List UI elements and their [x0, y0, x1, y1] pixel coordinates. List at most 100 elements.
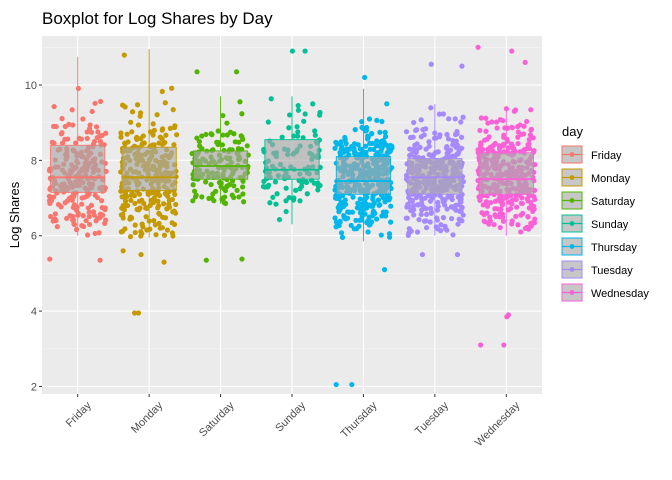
- data-point: [69, 197, 75, 203]
- data-point: [408, 208, 414, 214]
- data-point: [240, 178, 246, 184]
- data-point: [163, 191, 169, 198]
- data-point: [414, 229, 421, 235]
- x-axis: Friday Monday Saturday Sunday Thursday Tuesda…: [64, 394, 523, 449]
- legend-key-point: [569, 267, 575, 272]
- data-point: [440, 111, 446, 117]
- data-point: [363, 143, 369, 149]
- data-point: [445, 194, 451, 200]
- outlier-point: [333, 381, 339, 388]
- data-point: [339, 234, 346, 240]
- data-point: [379, 145, 385, 151]
- data-point: [374, 117, 380, 123]
- data-point: [454, 131, 460, 137]
- box-friday: [50, 56, 106, 236]
- data-point: [484, 210, 490, 216]
- data-point: [459, 145, 465, 151]
- outlier-point: [289, 48, 296, 54]
- data-point: [359, 119, 365, 125]
- data-point: [506, 199, 512, 205]
- y-tick-label: 8: [31, 155, 37, 167]
- data-point: [333, 139, 339, 145]
- data-point: [388, 203, 394, 209]
- data-point: [224, 183, 230, 190]
- data-point: [370, 208, 377, 214]
- data-point: [97, 211, 103, 217]
- data-point: [131, 193, 138, 199]
- data-point: [160, 140, 167, 146]
- data-point: [375, 150, 381, 156]
- data-point: [54, 224, 60, 230]
- legend-item-monday: Monday: [561, 168, 631, 187]
- data-point: [358, 205, 364, 212]
- data-point: [73, 140, 79, 146]
- data-point: [357, 210, 363, 216]
- data-point: [169, 85, 175, 91]
- data-point: [122, 195, 128, 201]
- y-tick-label: 10: [25, 80, 37, 92]
- box-wednesday: [478, 107, 534, 236]
- data-point: [525, 213, 531, 220]
- data-point: [527, 132, 534, 138]
- data-point: [357, 196, 363, 202]
- data-point: [411, 119, 417, 126]
- data-point: [150, 132, 156, 138]
- data-point: [301, 118, 307, 124]
- data-point: [403, 129, 410, 135]
- data-point: [190, 198, 196, 204]
- data-point: [423, 146, 429, 152]
- data-point: [488, 199, 494, 206]
- outlier-point: [203, 257, 209, 263]
- data-point: [48, 213, 54, 220]
- data-point: [383, 209, 389, 215]
- legend-title: day: [562, 124, 583, 139]
- data-point: [121, 52, 127, 58]
- outlier-point: [475, 44, 481, 50]
- data-point: [135, 122, 142, 128]
- data-point: [411, 212, 417, 218]
- data-point: [315, 187, 321, 193]
- data-point: [156, 210, 162, 217]
- data-point: [454, 151, 460, 157]
- data-point: [59, 115, 65, 122]
- data-point: [191, 188, 198, 194]
- data-point: [483, 115, 489, 121]
- data-point: [412, 148, 418, 154]
- data-point: [172, 191, 178, 197]
- data-point: [164, 206, 170, 212]
- data-point: [91, 139, 98, 145]
- data-point: [283, 185, 289, 191]
- data-point: [70, 204, 76, 211]
- data-point: [496, 143, 502, 149]
- outlier-point: [47, 256, 53, 262]
- outlier-point: [419, 251, 426, 258]
- data-point: [174, 132, 180, 138]
- data-point: [332, 215, 338, 221]
- data-point: [489, 119, 495, 125]
- data-point: [293, 187, 299, 193]
- data-point: [528, 126, 535, 132]
- data-point: [173, 201, 179, 208]
- x-tick-label: Tuesday: [413, 399, 451, 437]
- data-point: [379, 118, 385, 125]
- data-point: [509, 125, 516, 131]
- data-point: [93, 218, 99, 224]
- data-point: [208, 181, 214, 188]
- data-point: [138, 136, 144, 142]
- x-tick-label: Sunday: [273, 399, 308, 434]
- data-point: [129, 109, 136, 115]
- data-point: [172, 210, 179, 216]
- data-point: [224, 120, 230, 126]
- legend-item-thursday: Thursday: [561, 237, 637, 256]
- data-point: [62, 123, 68, 130]
- data-point: [408, 228, 414, 234]
- data-point: [234, 187, 240, 193]
- legend-key-point: [569, 152, 575, 157]
- data-point: [139, 197, 145, 203]
- data-point: [477, 197, 483, 203]
- data-point: [512, 107, 519, 113]
- data-point: [413, 194, 420, 201]
- data-point: [92, 100, 98, 106]
- data-point: [405, 232, 411, 238]
- data-point: [363, 127, 370, 133]
